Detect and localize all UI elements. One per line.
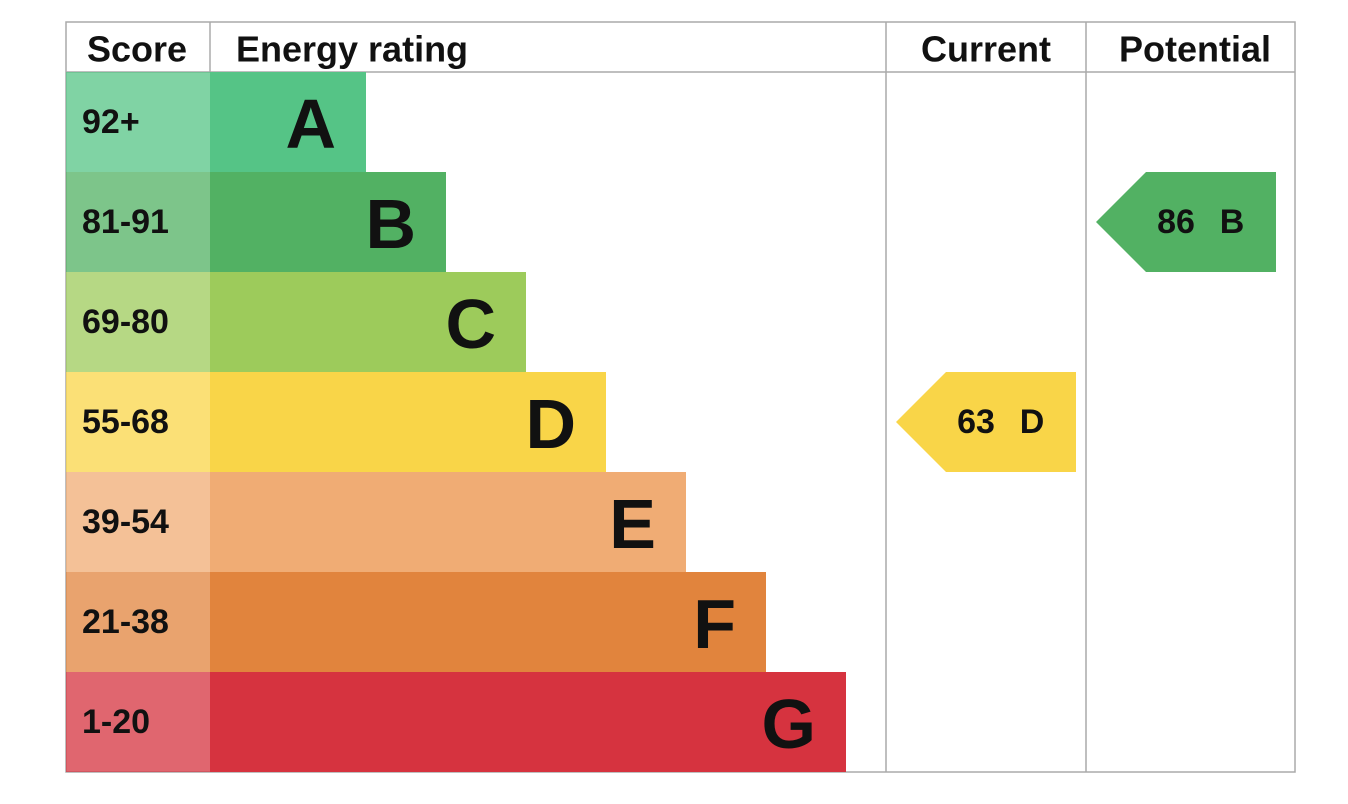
rating-bar	[210, 72, 366, 172]
rating-bar	[210, 672, 846, 772]
rating-letter: B	[365, 185, 416, 263]
score-cell	[66, 372, 210, 472]
rating-letter: A	[285, 85, 336, 163]
header-score: Score	[87, 29, 187, 70]
rating-bar	[210, 372, 606, 472]
rating-bar	[210, 172, 446, 272]
score-range: 21-38	[82, 603, 169, 641]
rating-letter: D	[525, 385, 576, 463]
score-cell	[66, 172, 210, 272]
score-cell	[66, 672, 210, 772]
current-rating: D	[1020, 403, 1045, 441]
rating-letter: E	[609, 485, 656, 563]
score-range: 39-54	[82, 503, 169, 541]
potential-value: 86	[1157, 203, 1195, 241]
potential-rating: B	[1220, 203, 1245, 241]
score-cell	[66, 572, 210, 672]
potential-arrow	[1096, 172, 1276, 272]
rating-bar	[210, 572, 766, 672]
header-potential: Potential	[1119, 29, 1271, 70]
score-range: 55-68	[82, 403, 169, 441]
current-value: 63	[957, 403, 995, 441]
header-current: Current	[921, 29, 1051, 70]
rating-letter: G	[762, 685, 816, 763]
rating-letter: F	[693, 585, 736, 663]
score-range: 69-80	[82, 303, 169, 341]
score-cell	[66, 72, 210, 172]
rating-bar	[210, 472, 686, 572]
current-arrow	[896, 372, 1076, 472]
rating-letter: C	[445, 285, 496, 363]
score-range: 1-20	[82, 703, 150, 741]
score-cell	[66, 472, 210, 572]
header-rating: Energy rating	[236, 29, 468, 70]
score-range: 81-91	[82, 203, 169, 241]
rating-bar	[210, 272, 526, 372]
score-cell	[66, 272, 210, 372]
score-range: 92+	[82, 103, 140, 141]
